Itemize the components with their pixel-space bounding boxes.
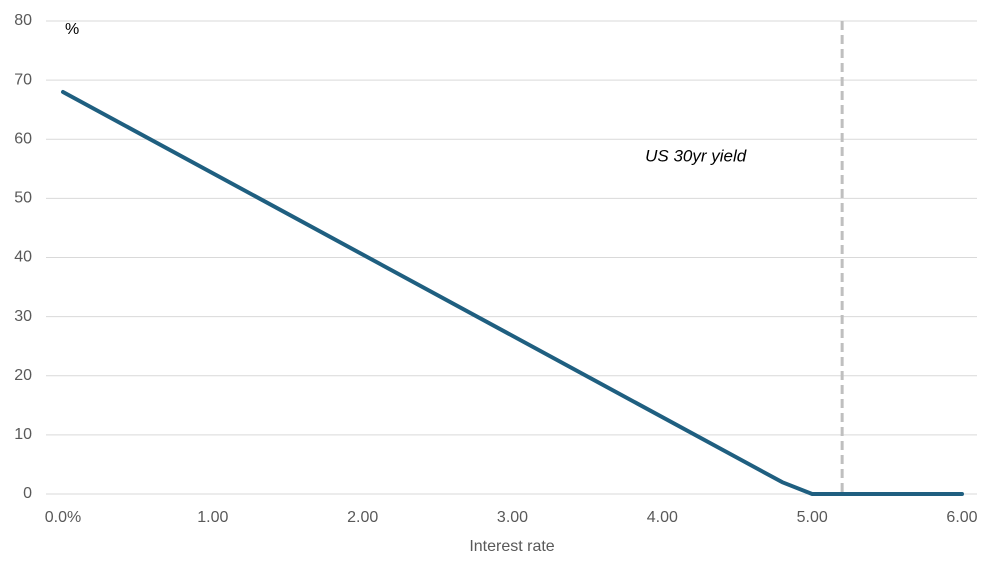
y-tick-label: 80: [14, 12, 32, 29]
x-tick-label: 6.00: [946, 509, 977, 526]
y-tick-label: 50: [14, 190, 32, 207]
x-tick-label: 4.00: [647, 509, 678, 526]
y-tick-label: 30: [14, 308, 32, 325]
x-axis-label: Interest rate: [469, 538, 554, 555]
y-tick-label: 40: [14, 249, 32, 266]
y-tick-label: 60: [14, 130, 32, 147]
y-tick-label: 70: [14, 71, 32, 88]
line-series: [61, 89, 964, 496]
x-tick-label: 5.00: [797, 509, 828, 526]
x-tick-label: 1.00: [197, 509, 228, 526]
y-tick-label: 10: [14, 426, 32, 443]
y-axis-label: %: [65, 21, 79, 38]
y-tick-label: 0: [23, 485, 32, 502]
x-tick-label: 0.0%: [45, 509, 81, 526]
y-tick-label: 20: [14, 367, 32, 384]
annotation: US 30yr yield: [645, 146, 747, 165]
x-tick-label: 2.00: [347, 509, 378, 526]
x-tick-label: 3.00: [497, 509, 528, 526]
